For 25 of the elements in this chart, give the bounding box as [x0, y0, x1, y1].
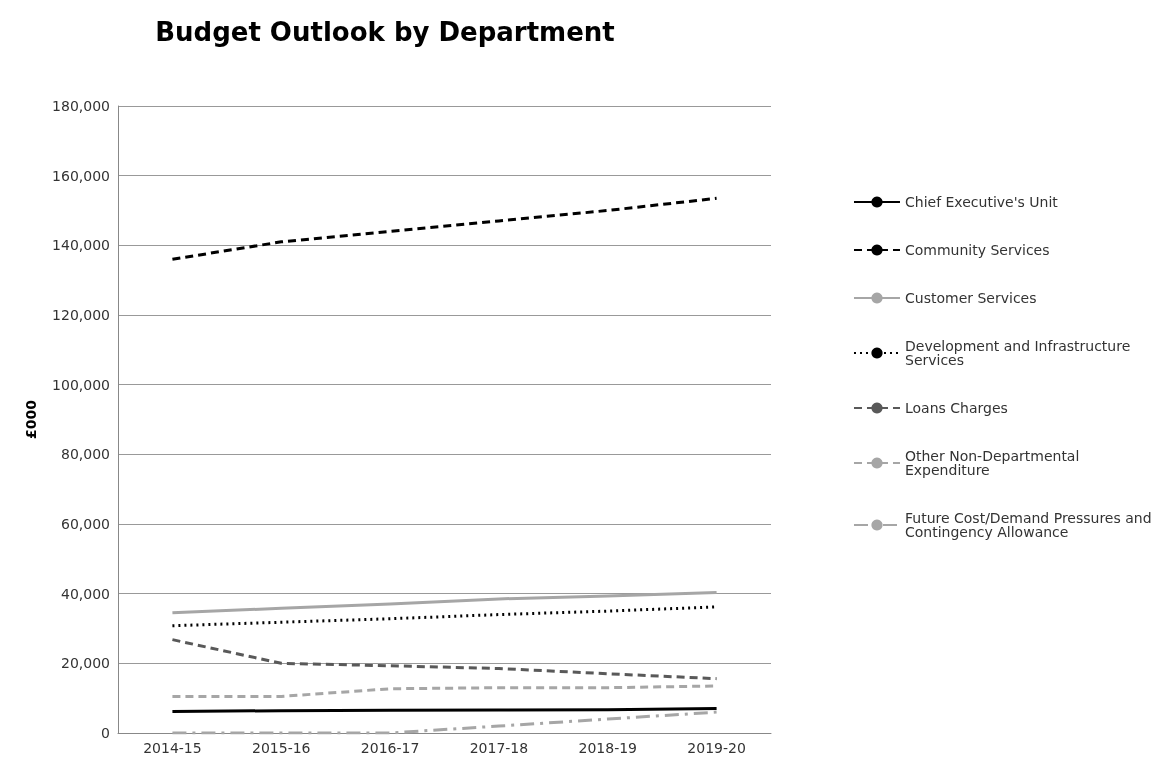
- y-tick-label: 40,000: [61, 585, 110, 602]
- legend-label: Customer Services: [904, 290, 1037, 306]
- y-tick-label: 140,000: [52, 237, 110, 254]
- x-tick-label: 2015-16: [252, 740, 311, 756]
- y-tick-label: 120,000: [52, 307, 110, 323]
- x-tick-label: 2014-15: [143, 740, 202, 756]
- y-tick-label: 160,000: [52, 167, 110, 184]
- legend-label: Chief Executive's Unit: [904, 194, 1059, 210]
- legend-label: Community Services: [904, 242, 1050, 258]
- legend-label: Development and Infrastructure Services: [904, 338, 1135, 368]
- y-tick-label: 100,000: [52, 376, 110, 393]
- y-tick-label: 60,000: [61, 516, 110, 532]
- y-tick-label: 20,000: [61, 655, 110, 672]
- chart-title: Budget Outlook by Department: [155, 17, 615, 47]
- legend-label: Other Non-Departmental Expenditure: [904, 448, 1084, 478]
- x-tick-label: 2018-19: [578, 740, 637, 756]
- y-tick-label: 180,000: [52, 98, 110, 114]
- x-tick-label: 2019-20: [687, 740, 746, 756]
- y-tick-label: 0: [101, 725, 110, 741]
- y-axis-title: £000: [23, 399, 39, 439]
- x-tick-label: 2016-17: [360, 740, 420, 756]
- x-tick-label: 2017-18: [469, 740, 529, 756]
- legend-label: Future Cost/Demand Pressures and Contingency Allowance: [904, 510, 1157, 540]
- y-tick-label: 80,000: [61, 446, 110, 463]
- legend-label: Loans Charges: [904, 400, 1008, 416]
